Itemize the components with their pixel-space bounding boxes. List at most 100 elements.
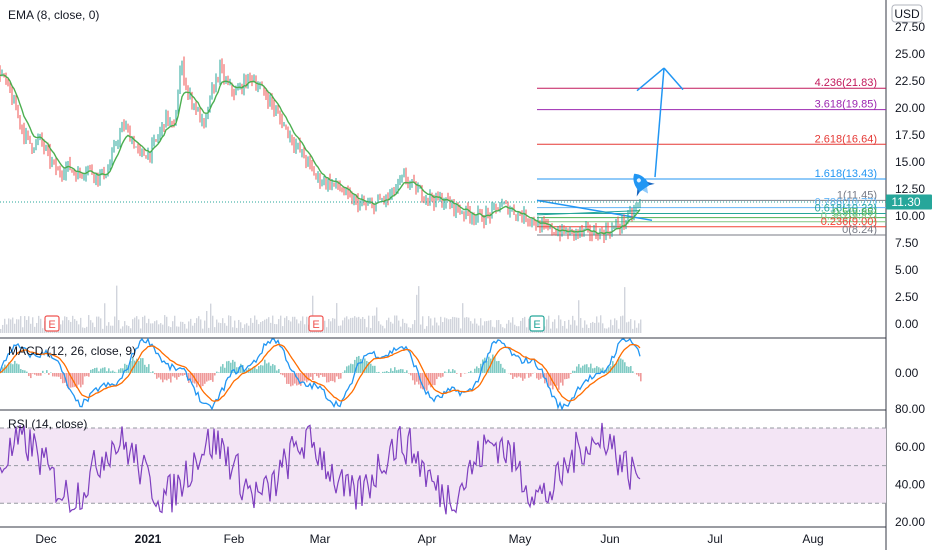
macd-histogram-bar bbox=[78, 373, 80, 385]
time-axis-label: Dec bbox=[35, 532, 56, 546]
macd-histogram-bar bbox=[198, 373, 200, 383]
macd-histogram-bar bbox=[66, 373, 68, 387]
volume-bar bbox=[342, 320, 344, 333]
macd-histogram-bar bbox=[272, 364, 274, 373]
macd-histogram-bar bbox=[144, 364, 146, 373]
currency-badge[interactable]: USD bbox=[891, 4, 923, 23]
macd-histogram-bar bbox=[90, 369, 92, 373]
volume-bar bbox=[424, 328, 426, 333]
earnings-flag-icon[interactable] bbox=[308, 315, 324, 332]
macd-panel[interactable]: MACD (12, 26, close, 9) 0.00 bbox=[0, 337, 919, 411]
price-axis-ticks: 0.00 2.50 5.00 7.50 10.00 12.50 15.00 17.50 20.0… bbox=[895, 20, 925, 331]
volume-bar bbox=[380, 324, 382, 333]
macd-histogram-bar bbox=[460, 373, 462, 377]
volume-bar bbox=[574, 320, 576, 333]
price-panel[interactable]: 4.236(21.83) 3.618(19.85) 2.618(16.64) 1.61… bbox=[0, 4, 932, 333]
macd-histogram-bar bbox=[424, 373, 426, 390]
volume-bar bbox=[492, 326, 494, 333]
fibonacci-extension[interactable]: 4.236(21.83) 3.618(19.85) 2.618(16.64) 1.61… bbox=[537, 77, 886, 236]
volume-bar bbox=[630, 319, 632, 333]
macd-histogram-bar bbox=[560, 373, 562, 383]
volume-bar bbox=[224, 323, 226, 333]
volume-bar bbox=[566, 328, 568, 333]
volume-bar bbox=[176, 326, 178, 333]
earnings-flag-icon[interactable] bbox=[44, 315, 60, 332]
macd-histogram-bar bbox=[550, 373, 552, 386]
macd-histogram-bar bbox=[222, 364, 224, 373]
macd-histogram-bar bbox=[524, 373, 526, 379]
macd-histogram-bar bbox=[76, 373, 78, 389]
macd-histogram-bar bbox=[36, 373, 38, 376]
target-arrow-head[interactable] bbox=[636, 67, 684, 92]
volume-bar bbox=[350, 317, 352, 333]
macd-histogram-bar bbox=[130, 361, 132, 373]
macd-histogram-bar bbox=[60, 373, 62, 380]
volume-bar bbox=[120, 328, 122, 333]
volume-bar bbox=[102, 328, 104, 333]
volume-bar bbox=[136, 316, 138, 333]
macd-histogram-bar bbox=[80, 373, 82, 388]
macd-histogram-bar bbox=[354, 359, 356, 373]
macd-histogram-bar bbox=[166, 373, 168, 381]
volume-bar bbox=[226, 325, 228, 333]
macd-histogram-bar bbox=[22, 369, 24, 373]
macd-histogram-bar bbox=[126, 364, 128, 373]
volume-bar bbox=[528, 318, 530, 333]
trend-line[interactable] bbox=[536, 199, 653, 222]
rsi-panel[interactable]: RSI (14, close) 20.00 40.00 60.00 80.00 bbox=[0, 402, 925, 529]
macd-histogram-bar bbox=[8, 362, 10, 373]
volume-bar bbox=[206, 310, 208, 333]
macd-histogram-bar bbox=[614, 364, 616, 373]
macd-histogram-bar bbox=[168, 373, 170, 379]
volume-bar bbox=[282, 326, 284, 333]
volume-bar bbox=[372, 315, 374, 333]
volume-bar bbox=[428, 316, 430, 333]
price-tick-label: 12.50 bbox=[895, 182, 925, 196]
volume-bar bbox=[312, 295, 314, 333]
volume-bar bbox=[130, 328, 132, 333]
macd-histogram-bar bbox=[640, 373, 642, 382]
volume-bar bbox=[152, 323, 154, 333]
macd-histogram-bar bbox=[232, 359, 234, 373]
volume-bar bbox=[526, 327, 528, 333]
trend-line[interactable] bbox=[536, 210, 641, 216]
volume-bar bbox=[168, 326, 170, 333]
macd-histogram-bar bbox=[492, 354, 494, 373]
macd-histogram-bar bbox=[558, 373, 560, 390]
macd-histogram-bar bbox=[154, 373, 156, 375]
price-tick-label: 7.50 bbox=[895, 236, 919, 250]
macd-histogram-bar bbox=[488, 356, 490, 373]
earnings-marker-label: E bbox=[312, 319, 319, 331]
macd-histogram-bar bbox=[346, 366, 348, 373]
macd-histogram-bar bbox=[188, 373, 190, 383]
macd-histogram-bar bbox=[308, 373, 310, 381]
volume-bar bbox=[414, 320, 416, 333]
macd-histogram-bar bbox=[598, 367, 600, 373]
macd-histogram-bar bbox=[578, 364, 580, 373]
volume-bar bbox=[346, 316, 348, 333]
trend-drawings[interactable] bbox=[536, 67, 684, 222]
macd-histogram-bar bbox=[312, 373, 314, 381]
macd-histogram-bar bbox=[316, 373, 318, 377]
volume-bar bbox=[440, 316, 442, 333]
macd-histogram-bar bbox=[234, 361, 236, 373]
volume-bar bbox=[150, 323, 152, 333]
volume-bar bbox=[300, 320, 302, 333]
earnings-flag-icon[interactable] bbox=[529, 315, 545, 332]
macd-histogram-bar bbox=[392, 370, 394, 373]
volume-bar bbox=[456, 317, 458, 333]
volume-bar bbox=[502, 327, 504, 333]
macd-histogram-bar bbox=[84, 373, 86, 377]
macd-histogram-bar bbox=[368, 362, 370, 373]
time-axis[interactable]: Dec 2021 Feb Mar Apr May Jun Jul Aug bbox=[35, 532, 823, 546]
volume-bar bbox=[82, 327, 84, 333]
target-arrow-shaft[interactable] bbox=[654, 67, 665, 178]
volume-bar bbox=[426, 326, 428, 333]
volume-bar bbox=[74, 319, 76, 333]
macd-histogram-bar bbox=[562, 373, 564, 386]
price-tick-label: 5.00 bbox=[895, 263, 919, 277]
macd-histogram-bar bbox=[554, 373, 556, 386]
time-axis-label: Jul bbox=[707, 532, 722, 546]
